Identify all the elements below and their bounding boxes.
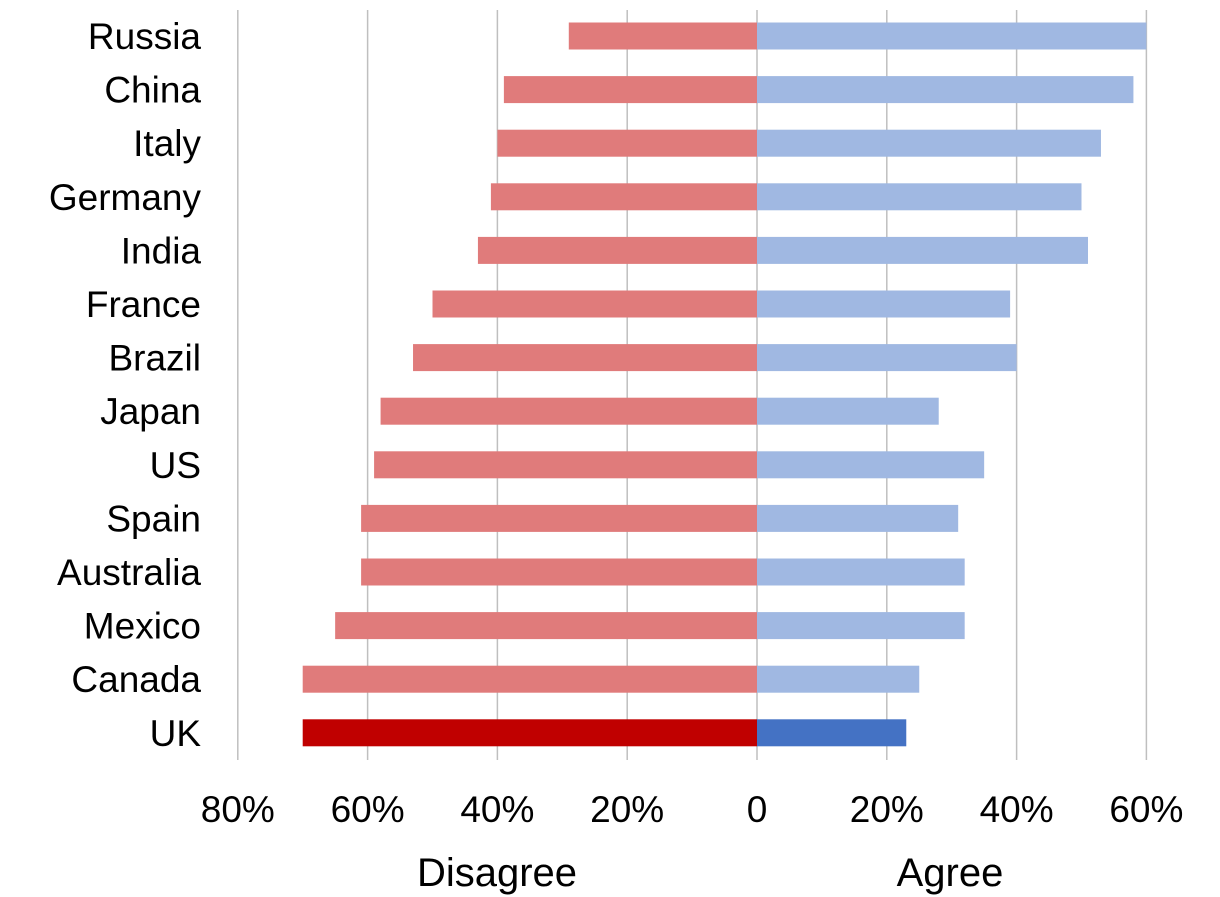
x-tick-label: 80% <box>201 789 275 830</box>
category-label: Australia <box>57 552 201 593</box>
category-label: China <box>104 70 201 111</box>
category-label: Germany <box>49 177 202 218</box>
category-label: India <box>121 230 202 271</box>
disagree-bar <box>335 612 757 640</box>
disagree-axis-label: Disagree <box>417 851 577 895</box>
category-label: UK <box>150 713 202 754</box>
category-label: Brazil <box>108 338 201 379</box>
disagree-bar <box>302 719 757 747</box>
category-label: Spain <box>106 498 201 539</box>
agree-axis-label: Agree <box>897 851 1004 895</box>
disagree-bar <box>568 22 757 50</box>
disagree-bar <box>497 129 757 157</box>
category-label: Canada <box>71 659 201 700</box>
x-tick-label: 20% <box>590 789 664 830</box>
x-tick-labels: 80% 60% 40% 20% 0 20% 40% 60% <box>201 789 1184 830</box>
x-tick-label: 60% <box>331 789 405 830</box>
disagree-bar <box>477 236 757 264</box>
agree-bar <box>757 665 920 693</box>
disagree-bar <box>374 451 757 479</box>
x-tick-label: 40% <box>460 789 534 830</box>
category-label: Mexico <box>84 606 201 647</box>
disagree-bar <box>361 504 757 532</box>
agree-bar <box>757 558 965 586</box>
bars <box>302 22 1147 747</box>
gridlines <box>237 10 1148 760</box>
agree-bar <box>757 612 965 640</box>
agree-bar <box>757 504 959 532</box>
agree-bar <box>757 290 1011 318</box>
agree-bar <box>757 76 1134 104</box>
category-label: Italy <box>133 123 201 164</box>
disagree-bar <box>490 183 757 211</box>
disagree-bar <box>432 290 757 318</box>
agree-bar <box>757 451 985 479</box>
category-label: US <box>150 445 201 486</box>
category-label: France <box>86 284 201 325</box>
x-tick-label: 0 <box>747 789 768 830</box>
disagree-bar <box>302 665 757 693</box>
agree-bar <box>757 22 1147 50</box>
category-labels: Russia China Italy Germany India France Brazil… <box>49 16 202 754</box>
disagree-bar <box>380 397 757 425</box>
agree-bar <box>757 397 939 425</box>
category-label: Japan <box>100 391 201 432</box>
disagree-bar <box>361 558 757 586</box>
agree-bar <box>757 183 1082 211</box>
disagree-bar <box>503 76 757 104</box>
agree-bar <box>757 129 1101 157</box>
disagree-bar <box>413 344 757 372</box>
x-tick-label: 40% <box>980 789 1054 830</box>
x-tick-label: 20% <box>850 789 924 830</box>
agree-bar <box>757 719 907 747</box>
agree-bar <box>757 344 1017 372</box>
agree-bar <box>757 236 1088 264</box>
x-tick-label: 60% <box>1109 789 1183 830</box>
category-label: Russia <box>88 16 202 57</box>
